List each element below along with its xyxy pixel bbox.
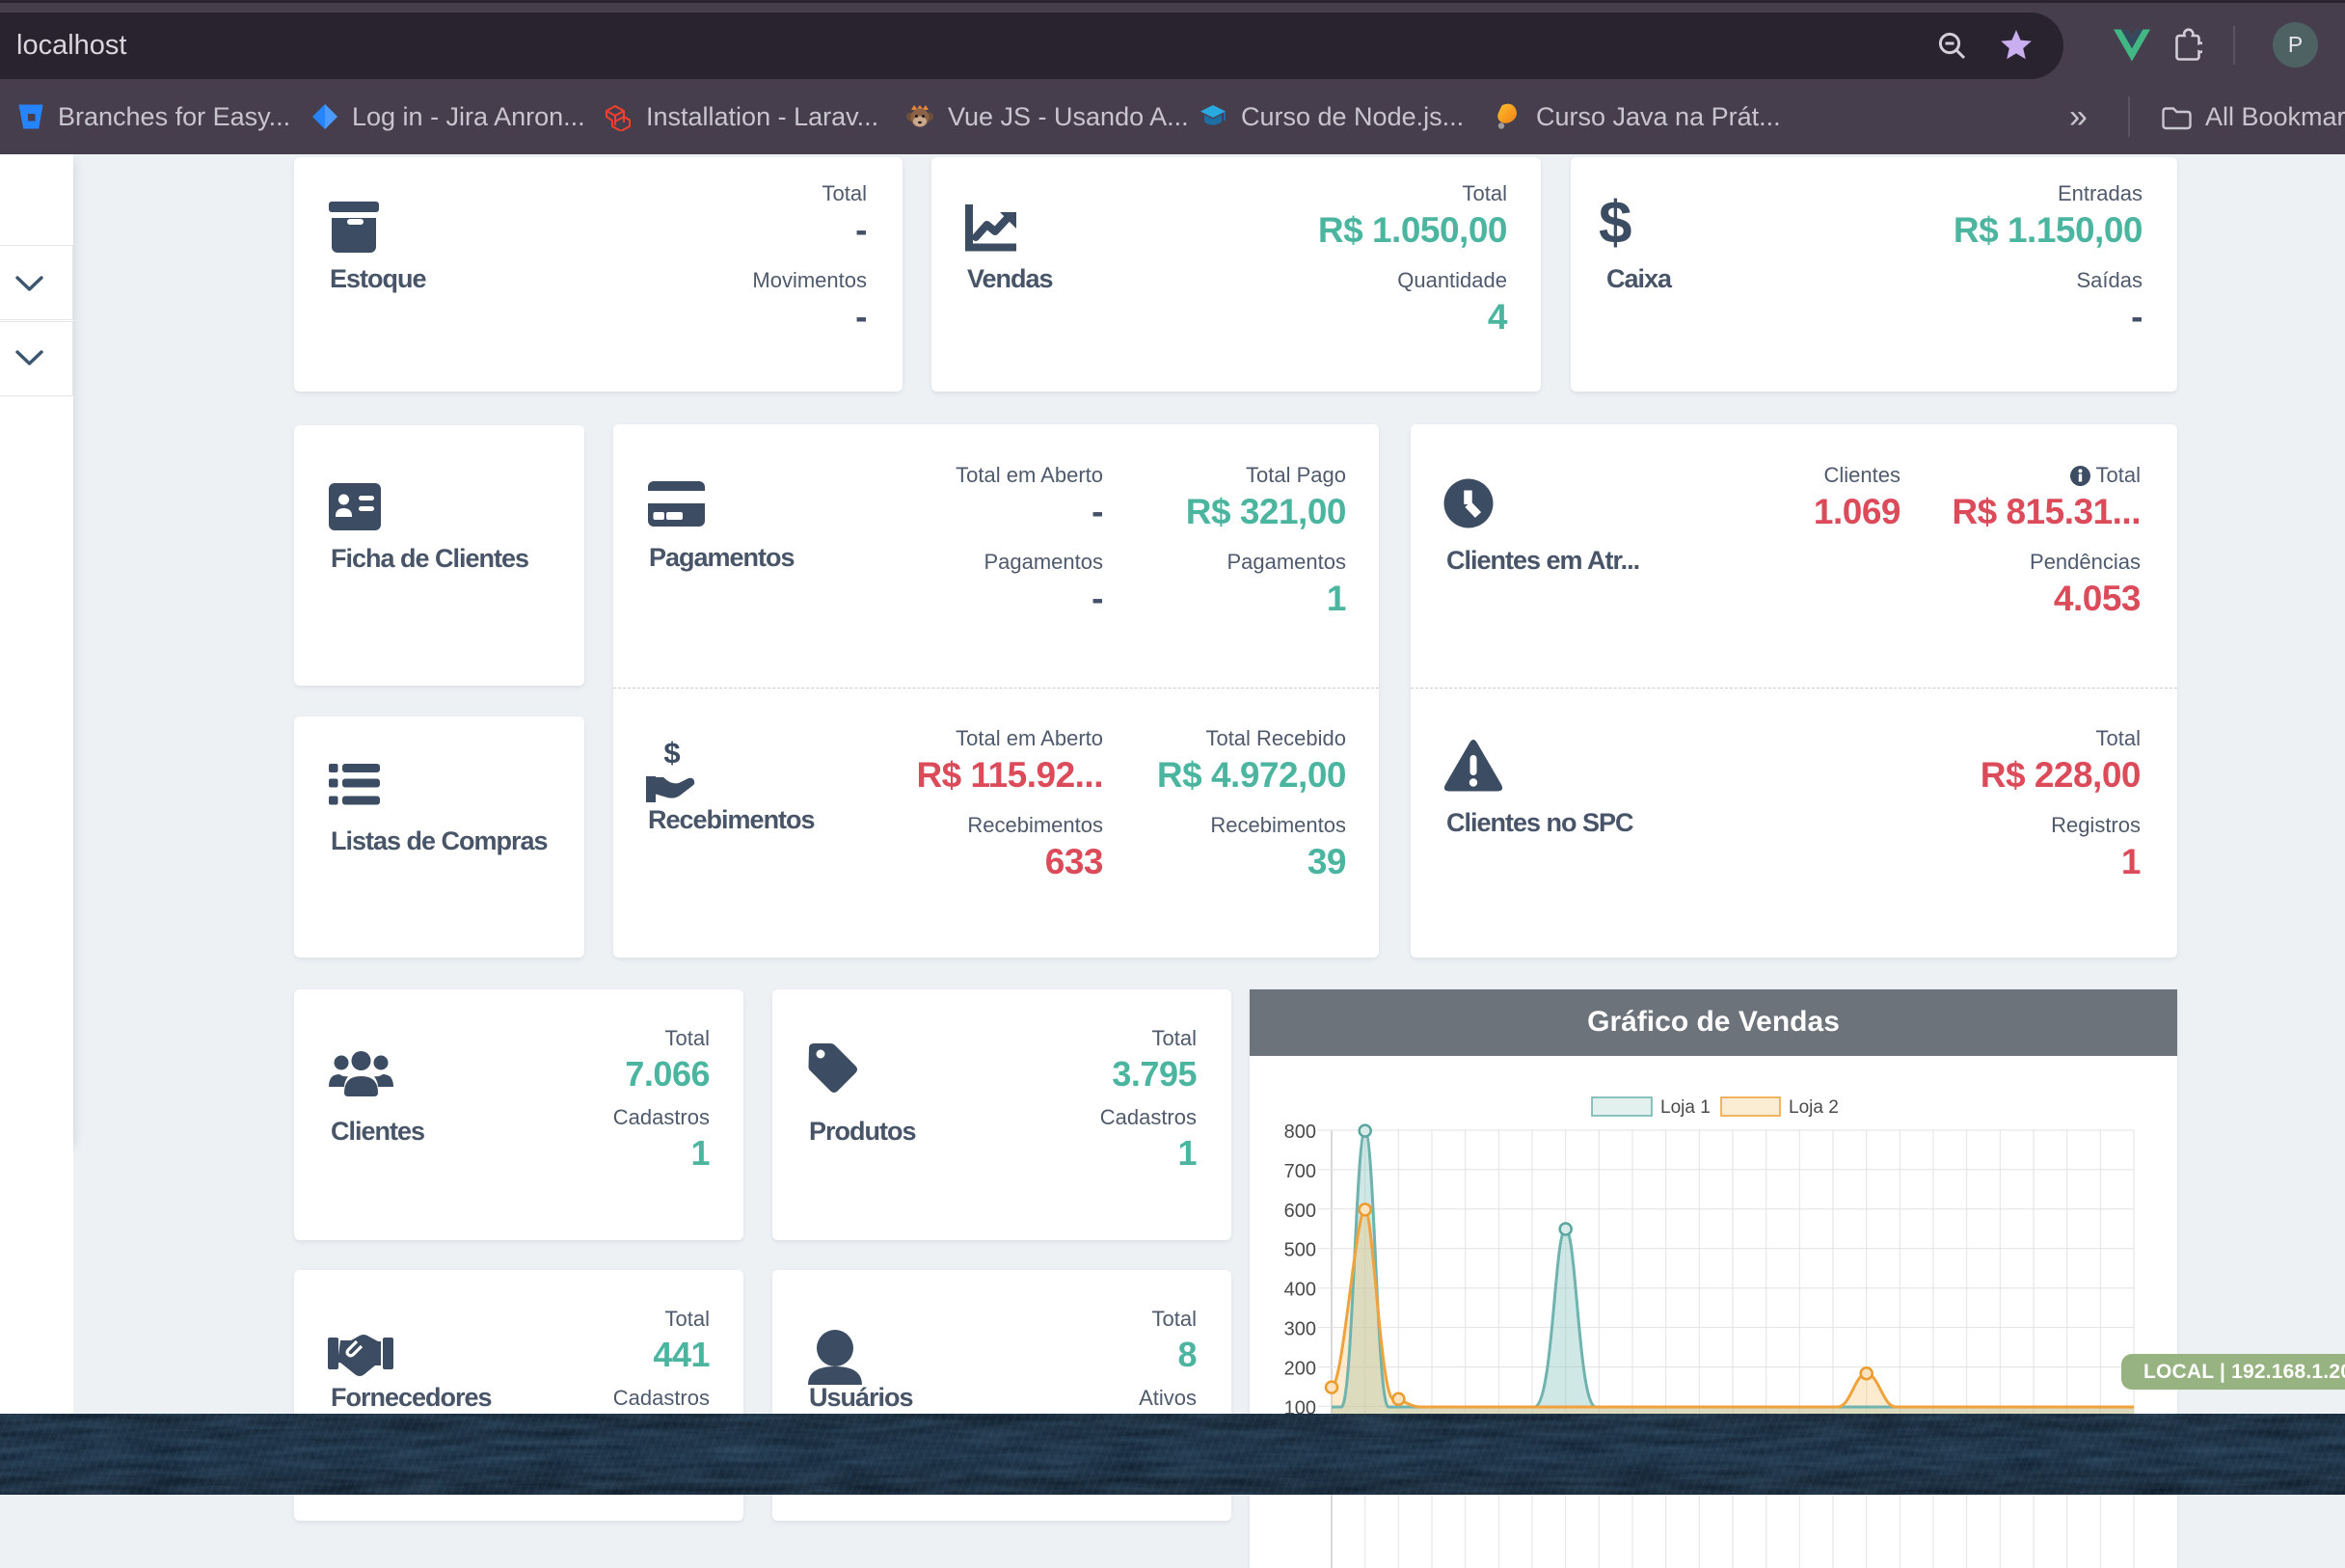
svg-text:300: 300 [1284,1319,1316,1340]
svg-text:800: 800 [1284,1122,1316,1143]
svg-text:600: 600 [1284,1201,1316,1222]
svg-text:700: 700 [1284,1161,1316,1182]
svg-text:Loja 1: Loja 1 [1660,1097,1711,1118]
svg-text:200: 200 [1284,1359,1316,1380]
svg-text:400: 400 [1284,1280,1316,1301]
svg-text:$: $ [663,738,680,770]
svg-text:100: 100 [1284,1397,1316,1419]
svg-text:Loja 2: Loja 2 [1789,1097,1839,1118]
svg-text:Gráfico de Vendas: Gráfico de Vendas [1587,1006,1840,1038]
svg-text:500: 500 [1284,1240,1316,1261]
